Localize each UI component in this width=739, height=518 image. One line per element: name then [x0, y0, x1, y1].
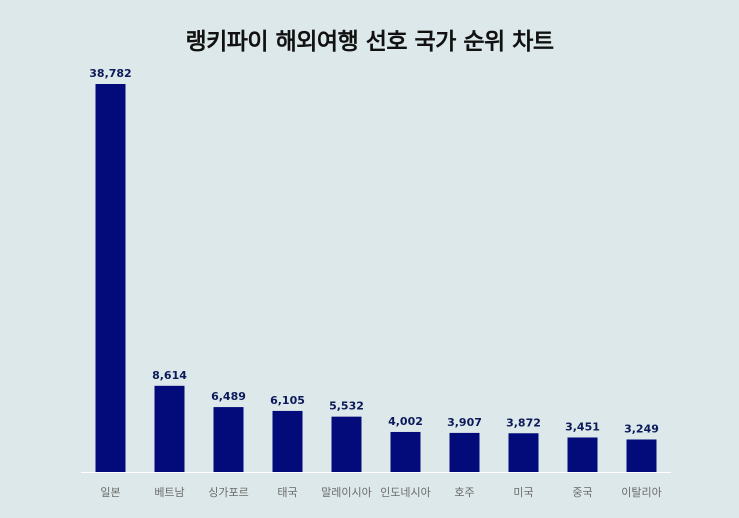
- x-tick-label-2: 싱가포르: [208, 486, 248, 499]
- bar-7: [508, 433, 539, 472]
- bar-3: [272, 410, 303, 472]
- bar-9: [626, 439, 657, 472]
- x-tick-label-5: 인도네시아: [380, 486, 431, 499]
- value-label-7: 3,872: [506, 416, 541, 429]
- x-tick-label-8: 중국: [572, 486, 592, 499]
- value-label-5: 4,002: [388, 415, 423, 428]
- value-label-0: 38,782: [89, 67, 131, 80]
- x-tick-label-6: 호주: [454, 486, 474, 499]
- value-label-8: 3,451: [565, 420, 600, 433]
- bar-6: [449, 432, 480, 472]
- bar-4: [331, 416, 362, 472]
- x-tick-labels-group: 일본 베트남 싱가포르 태국 말레이시아 인도네시아 호주 미국 중국 이탈리아: [100, 485, 661, 499]
- value-label-9: 3,249: [624, 422, 659, 435]
- bar-1: [154, 385, 185, 472]
- x-tick-label-7: 미국: [513, 486, 533, 499]
- value-label-6: 3,907: [447, 416, 482, 429]
- chart-title: 랭키파이 해외여행 선호 국가 순위 차트: [185, 29, 554, 55]
- x-tick-label-4: 말레이시아: [321, 486, 372, 499]
- bar-8: [567, 437, 598, 472]
- x-tick-label-1: 베트남: [154, 486, 184, 499]
- bar-5: [390, 431, 421, 472]
- bar-2: [213, 407, 244, 472]
- x-tick-label-9: 이탈리아: [621, 486, 661, 499]
- value-label-3: 6,105: [270, 394, 305, 407]
- bars-group: [95, 84, 657, 472]
- bar-0: [95, 84, 126, 472]
- value-label-1: 8,614: [152, 369, 187, 382]
- value-labels-group: 38,782 8,614 6,489 6,105 5,532 4,002 3,907 3,87…: [89, 67, 659, 435]
- value-label-2: 6,489: [211, 390, 246, 403]
- value-label-4: 5,532: [329, 400, 364, 413]
- x-tick-label-3: 태국: [277, 486, 297, 499]
- x-tick-label-0: 일본: [100, 485, 120, 499]
